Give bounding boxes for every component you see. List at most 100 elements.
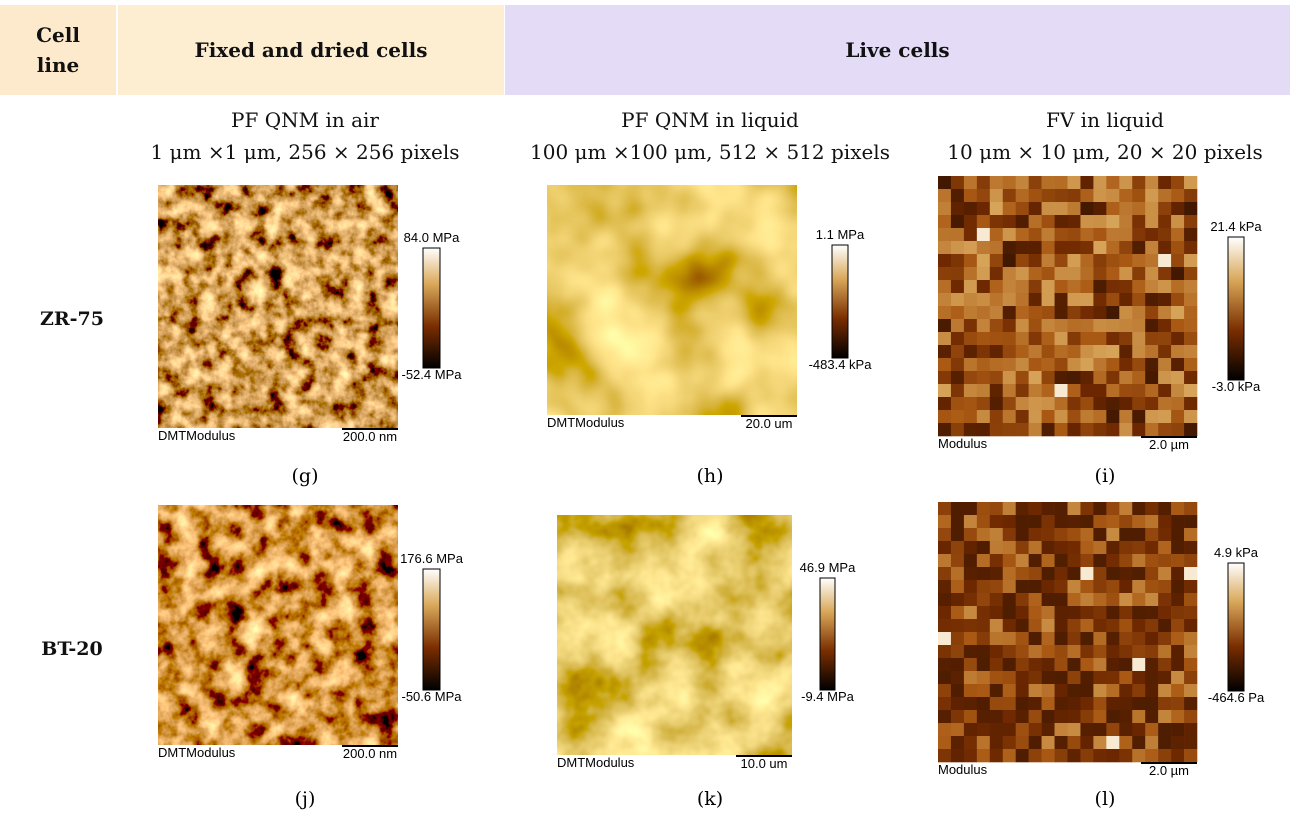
image-pixel <box>1171 371 1184 384</box>
image-pixel <box>1106 515 1119 528</box>
image-pixel <box>938 710 951 723</box>
image-pixel <box>951 397 964 410</box>
image-pixel <box>1080 189 1093 202</box>
image-pixel <box>1158 645 1171 658</box>
image-pixel <box>938 371 951 384</box>
image-pixel <box>1093 580 1106 593</box>
image-pixel <box>1106 397 1119 410</box>
image-pixel <box>1106 684 1119 697</box>
image-pixel <box>1093 684 1106 697</box>
image-pixel <box>977 541 990 554</box>
image-pixel <box>951 541 964 554</box>
image-pixel <box>1106 697 1119 710</box>
image-pixel <box>951 684 964 697</box>
image-pixel <box>1042 710 1055 723</box>
image-pixel <box>1016 606 1029 619</box>
colorbar-min: -483.4 kPa <box>809 357 873 372</box>
image-pixel <box>1184 397 1197 410</box>
image-pixel <box>1145 749 1158 762</box>
image-pixel <box>1093 345 1106 358</box>
image-pixel <box>1003 619 1016 632</box>
image-pixel <box>1184 658 1197 671</box>
image-pixel <box>1171 710 1184 723</box>
image-pixel <box>1132 528 1145 541</box>
colorbar-max: 46.9 MPa <box>800 560 856 575</box>
image-pixel <box>1171 423 1184 436</box>
image-pixel <box>951 606 964 619</box>
image-pixel <box>1055 306 1068 319</box>
image-pixel <box>1042 619 1055 632</box>
image-pixel <box>1158 332 1171 345</box>
image-pixel <box>951 736 964 749</box>
image-pixel <box>1068 515 1081 528</box>
image-pixel <box>938 332 951 345</box>
image-pixel <box>964 254 977 267</box>
image-pixel <box>1068 345 1081 358</box>
image-pixel <box>1055 371 1068 384</box>
image-pixel <box>1029 267 1042 280</box>
image-pixel <box>938 215 951 228</box>
image-pixel <box>1016 189 1029 202</box>
image-pixel <box>1171 736 1184 749</box>
image-pixel <box>977 710 990 723</box>
image-pixel <box>1016 215 1029 228</box>
image-pixel <box>951 645 964 658</box>
image-pixel <box>1016 736 1029 749</box>
image-pixel <box>1106 502 1119 515</box>
image-pixel <box>1171 723 1184 736</box>
image-pixel <box>1003 528 1016 541</box>
image-pixel <box>1093 202 1106 215</box>
image-pixel <box>1042 228 1055 241</box>
image-pixel <box>1184 671 1197 684</box>
image-pixel <box>1119 684 1132 697</box>
image-pixel <box>1184 632 1197 645</box>
image-pixel <box>1093 176 1106 189</box>
image-pixel <box>990 580 1003 593</box>
image-pixel <box>1029 632 1042 645</box>
panel-label: (k) <box>697 788 723 810</box>
image-pixel <box>1003 332 1016 345</box>
image-pixel <box>1158 606 1171 619</box>
image-pixel <box>1068 528 1081 541</box>
image-pixel <box>1145 371 1158 384</box>
image-pixel <box>1158 345 1171 358</box>
image-pixel <box>1080 632 1093 645</box>
image-pixel <box>1029 215 1042 228</box>
image-pixel <box>1184 736 1197 749</box>
image-pixel <box>1132 515 1145 528</box>
panel-label: (i) <box>1095 465 1116 487</box>
image-pixel <box>1068 736 1081 749</box>
image-pixel <box>977 267 990 280</box>
image-pixel <box>1080 567 1093 580</box>
channel-label: DMTModulus <box>158 428 236 443</box>
image-pixel <box>1016 293 1029 306</box>
image-pixel <box>1042 423 1055 436</box>
image-pixel <box>1145 593 1158 606</box>
image-pixel <box>1003 684 1016 697</box>
image-pixel <box>1003 736 1016 749</box>
image-pixel <box>1119 384 1132 397</box>
image-pixel <box>1119 345 1132 358</box>
image-pixel <box>1145 515 1158 528</box>
image-pixel <box>964 371 977 384</box>
image-pixel <box>1171 619 1184 632</box>
image-pixel <box>938 554 951 567</box>
image-pixel <box>1158 502 1171 515</box>
image-pixel <box>1158 202 1171 215</box>
image-pixel <box>1003 228 1016 241</box>
image-pixel <box>1093 502 1106 515</box>
image-pixel <box>1042 515 1055 528</box>
image-pixel <box>1184 332 1197 345</box>
afm-image <box>557 515 792 755</box>
image-pixel <box>1029 306 1042 319</box>
image-pixel <box>990 632 1003 645</box>
image-pixel <box>1145 176 1158 189</box>
image-pixel <box>1093 541 1106 554</box>
image-pixel <box>1145 267 1158 280</box>
image-pixel <box>938 723 951 736</box>
image-pixel <box>1029 749 1042 762</box>
image-pixel <box>1184 502 1197 515</box>
image-pixel <box>1145 345 1158 358</box>
image-pixel <box>1093 332 1106 345</box>
image-pixel <box>1029 384 1042 397</box>
